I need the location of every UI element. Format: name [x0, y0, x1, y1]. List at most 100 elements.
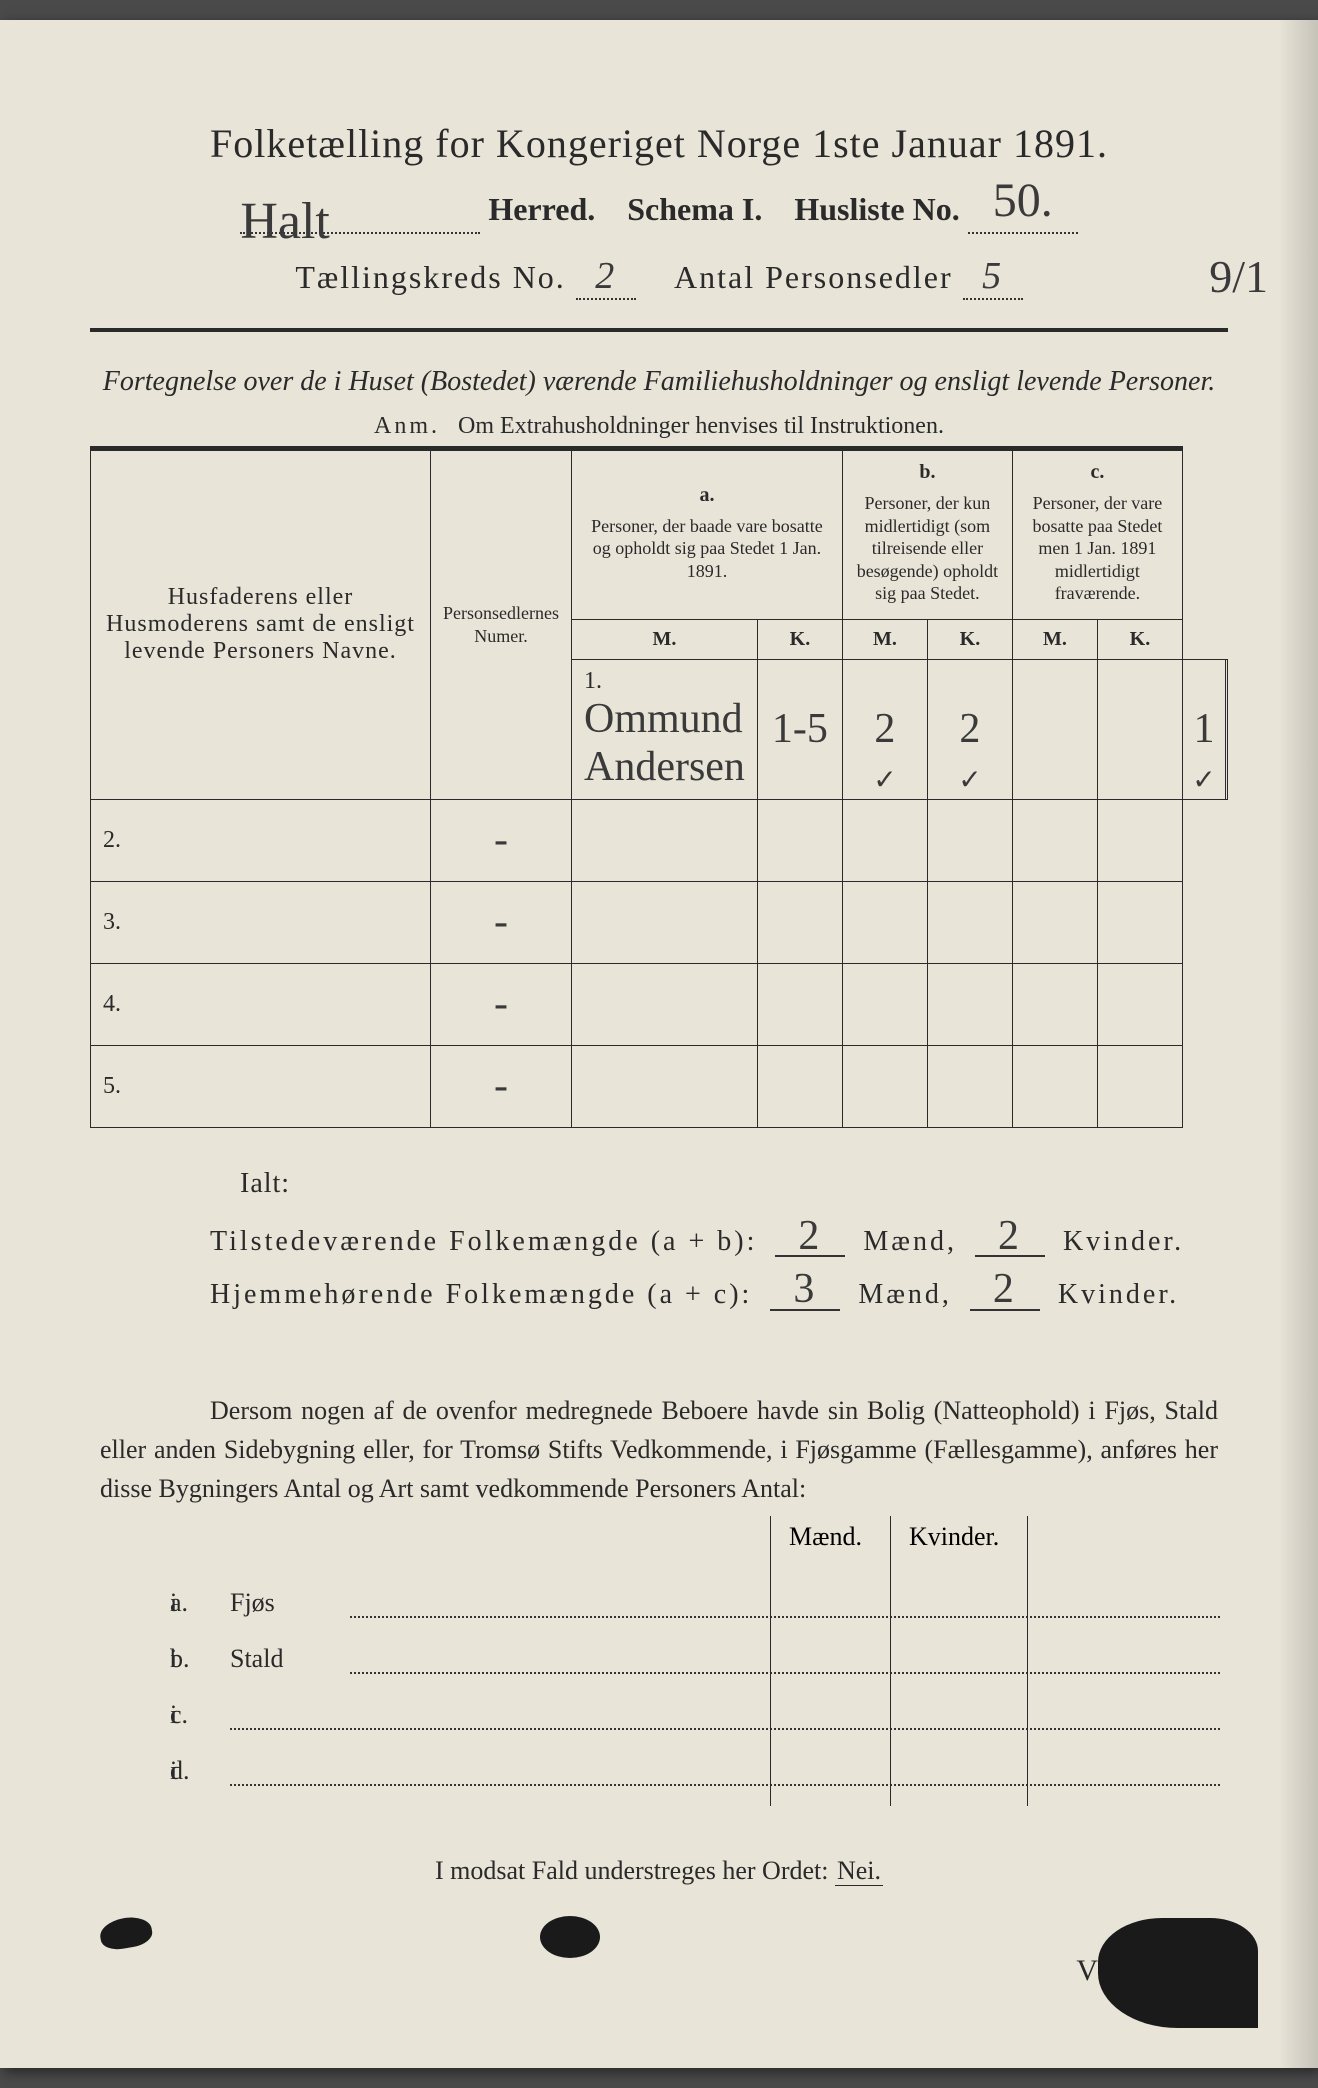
- row1-name: 1. Ommund Andersen: [571, 659, 757, 799]
- row3-seddel: -: [431, 881, 572, 963]
- anm-text: Om Extrahusholdninger henvises til Instr…: [458, 413, 944, 439]
- subtitle: Fortegnelse over de i Huset (Bostedet) v…: [90, 362, 1228, 401]
- anm-label: Anm.: [374, 413, 440, 439]
- row1-aK-val: 2: [959, 706, 980, 752]
- antal-label: Antal Personsedler: [674, 259, 953, 295]
- row1-aM: 2✓: [842, 659, 927, 799]
- page-damage-mid: [540, 1916, 600, 1958]
- page-damage-left: [98, 1914, 154, 1953]
- row4-cK: [1097, 963, 1182, 1045]
- herred-label: Herred.: [488, 191, 595, 227]
- hdr-b: b. Personer, der kun midlertidigt (som t…: [842, 449, 1012, 620]
- herred-line: Halt Herred. Schema I. Husliste No. 50.: [90, 177, 1228, 234]
- row5-seddel: -: [431, 1045, 572, 1127]
- hdr-c-k: K.: [1097, 619, 1182, 659]
- row1-aM-val: 2: [874, 706, 895, 752]
- kreds-label: Tællingskreds No.: [295, 259, 565, 295]
- row1-cM-val: 1: [1193, 706, 1214, 752]
- row3-num: 3.: [103, 909, 121, 935]
- census-table: Husfaderens eller Husmoderens samt de en…: [90, 446, 1228, 1128]
- hdr-a-m: M.: [571, 619, 757, 659]
- husliste-no: 50.: [993, 174, 1053, 227]
- byg-vline-3: [1027, 1516, 1028, 1806]
- byg-hdr-maend: Mænd.: [771, 1516, 890, 1806]
- sum1-label: Tilstedeværende Folkemængde (a + b):: [210, 1225, 757, 1256]
- row2-cM: [1012, 799, 1097, 881]
- row5-bK: [927, 1045, 1012, 1127]
- kreds-no-fill: 2: [576, 254, 636, 300]
- table-row: 4. -: [91, 963, 1228, 1045]
- byg-row-c: c. i: [90, 1674, 1228, 1730]
- row2-bK: [927, 799, 1012, 881]
- byg-b-type: Stald: [230, 1644, 350, 1674]
- header-row-1: Husfaderens eller Husmoderens samt de en…: [91, 449, 1228, 620]
- outbuilding-table: a. i Fjøs b. i Stald c. i d. i: [90, 1522, 1228, 1786]
- hdr-a: a. Personer, der baade vare bosatte og o…: [571, 449, 842, 620]
- byg-b-i: i: [170, 1644, 230, 1674]
- byg-c-lab: c.: [90, 1700, 170, 1730]
- hdr-b-letter: b.: [851, 461, 1004, 484]
- para-text: Dersom nogen af de ovenfor medregnede Be…: [100, 1396, 1218, 1503]
- row1-cM-tick: ✓: [1192, 763, 1215, 797]
- schema-label: Schema I.: [627, 191, 762, 227]
- byg-hdr-kvinder: Kvinder.: [891, 1516, 1027, 1806]
- sum-present: Tilstedeværende Folkemængde (a + b): 2 M…: [210, 1218, 1228, 1258]
- kreds-line: Tællingskreds No. 2 Antal Personsedler 5: [90, 254, 1228, 300]
- row4-bM: [842, 963, 927, 1045]
- row3-aK: [757, 881, 842, 963]
- row2-bM: [842, 799, 927, 881]
- herred-fill: Halt: [240, 232, 480, 234]
- row4-bK: [927, 963, 1012, 1045]
- row2-cK: [1097, 799, 1182, 881]
- sum1-m: 2: [775, 1218, 845, 1258]
- sum1-k: 2: [975, 1218, 1045, 1258]
- row2-aK: [757, 799, 842, 881]
- margin-note: 9/1: [1209, 250, 1268, 303]
- hdr-names: Husfaderens eller Husmoderens samt de en…: [91, 449, 431, 800]
- row4-aM: [571, 963, 757, 1045]
- maend-1: Mænd,: [863, 1225, 957, 1256]
- hdr-a-letter: a.: [580, 484, 834, 507]
- row5-num: 5.: [103, 1073, 121, 1099]
- row3-aM: [571, 881, 757, 963]
- row4-name: 4.: [91, 963, 431, 1045]
- row4-aK: [757, 963, 842, 1045]
- byg-row-d: d. i: [90, 1730, 1228, 1786]
- row2-num: 2.: [103, 827, 121, 853]
- table-row: 3. -: [91, 881, 1228, 963]
- row2-name: 2.: [91, 799, 431, 881]
- antal-value: 5: [982, 255, 1003, 297]
- kvinder-1: Kvinder.: [1063, 1225, 1184, 1256]
- byg-columns: Mænd. Kvinder.: [770, 1516, 1028, 1806]
- nei-word: Nei.: [835, 1856, 883, 1886]
- husliste-label: Husliste No.: [794, 191, 959, 227]
- maend-2: Mænd,: [858, 1279, 952, 1310]
- kreds-no: 2: [595, 255, 616, 297]
- row1-bM: [1012, 659, 1097, 799]
- byg-c-i: i: [170, 1700, 230, 1730]
- row1-aK-tick: ✓: [958, 763, 981, 797]
- row1-cM: 1✓: [1182, 659, 1225, 799]
- hdr-personsedler-text: Personsedlernes Numer.: [439, 598, 563, 651]
- hdr-c-m: M.: [1012, 619, 1097, 659]
- row3-name: 3.: [91, 881, 431, 963]
- row4-num: 4.: [103, 991, 121, 1017]
- byg-c-dots: [230, 1712, 1220, 1730]
- row5-aK: [757, 1045, 842, 1127]
- hdr-b-k: K.: [927, 619, 1012, 659]
- byg-a-lab: a.: [90, 1588, 170, 1618]
- row1-num: 1.: [584, 668, 602, 694]
- byg-d-i: i: [170, 1756, 230, 1786]
- row1-aK: 2✓: [927, 659, 1012, 799]
- row3-cM: [1012, 881, 1097, 963]
- totals-block: Ialt: Tilstedeværende Folkemængde (a + b…: [90, 1168, 1228, 1312]
- hdr-c-letter: c.: [1021, 461, 1174, 484]
- byg-row-a: a. i Fjøs: [90, 1562, 1228, 1618]
- herred-handwritten: Halt: [240, 192, 330, 251]
- table-row: 5. -: [91, 1045, 1228, 1127]
- hdr-a-k: K.: [757, 619, 842, 659]
- hdr-names-text: Husfaderens eller Husmoderens samt de en…: [106, 584, 415, 664]
- kvinder-2: Kvinder.: [1058, 1279, 1179, 1310]
- antal-fill: 5: [963, 254, 1023, 300]
- byg-d-lab: d.: [90, 1756, 170, 1786]
